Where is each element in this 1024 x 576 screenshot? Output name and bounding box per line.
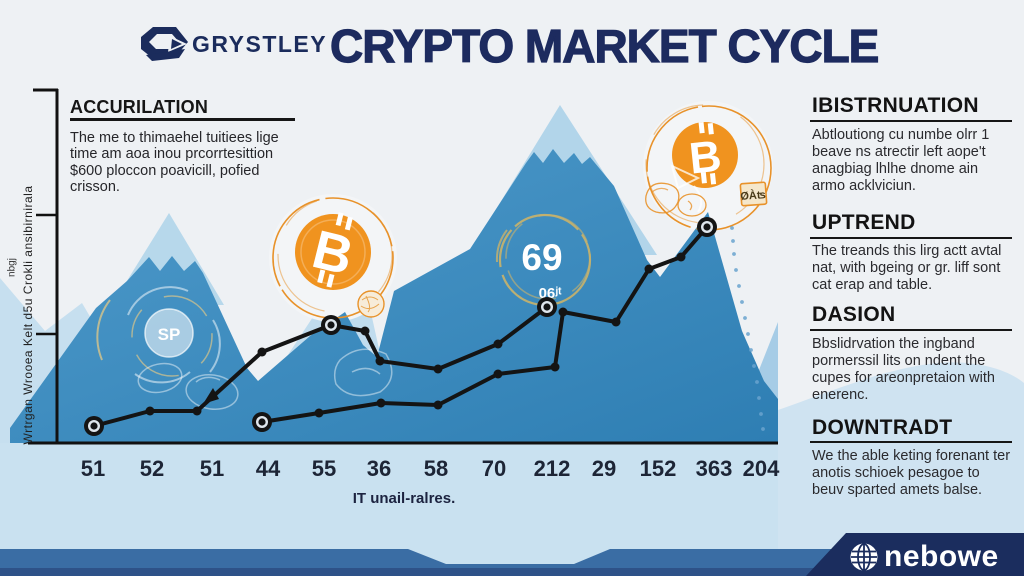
svg-text:SP: SP <box>158 325 181 344</box>
svg-text:69: 69 <box>521 237 562 278</box>
svg-text:ØÀʦ: ØÀʦ <box>740 188 766 203</box>
